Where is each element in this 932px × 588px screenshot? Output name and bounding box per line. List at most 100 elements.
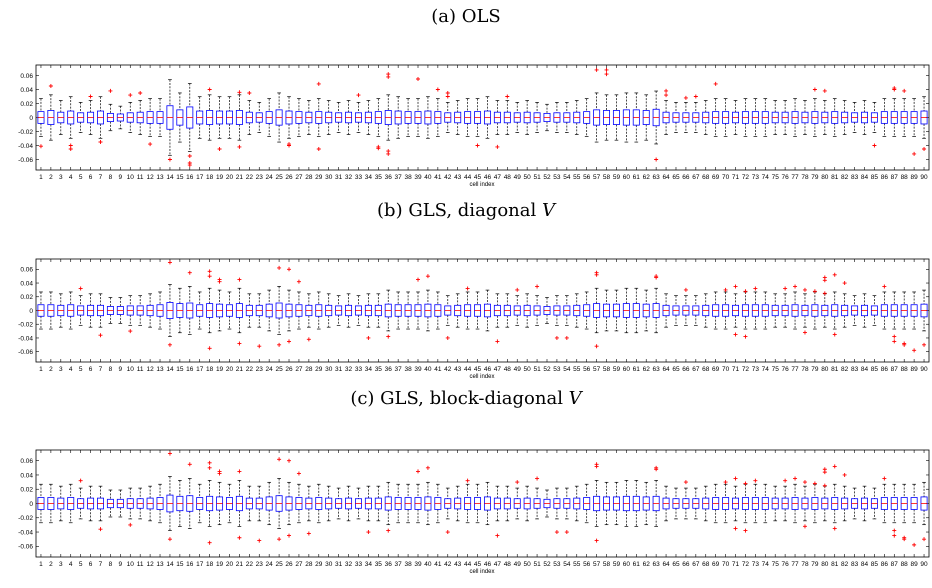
outlier-point [98, 333, 103, 338]
y-tick-label: -0.06 [18, 349, 33, 356]
outlier-point [753, 286, 758, 291]
box-25 [275, 286, 283, 335]
box-84 [861, 293, 868, 328]
y-tick-label: 0.02 [20, 101, 33, 108]
box-23 [255, 485, 263, 522]
box-68 [702, 293, 710, 328]
x-tick-label: 79 [811, 174, 819, 181]
x-tick-label: 43 [454, 366, 462, 373]
box-22 [245, 485, 253, 522]
outlier-point [287, 143, 292, 148]
box-42 [444, 102, 452, 133]
box-32 [345, 100, 353, 135]
outlier-point [594, 344, 599, 349]
x-tick-label: 41 [434, 366, 442, 373]
x-tick-label: 12 [146, 366, 154, 373]
x-tick-label: 41 [434, 561, 442, 568]
box-35 [374, 98, 382, 137]
x-tick-label: 17 [196, 174, 204, 181]
outlier-point [217, 279, 222, 284]
x-tick-label: 7 [99, 366, 103, 373]
outlier-point [594, 538, 599, 543]
outlier-point [207, 540, 212, 545]
box-71 [732, 485, 739, 522]
box-14 [166, 284, 174, 337]
x-tick-label: 46 [484, 174, 492, 181]
outlier-point [535, 476, 540, 481]
x-tick-label: 76 [782, 366, 790, 373]
box-81 [831, 291, 839, 330]
x-tick-label: 60 [623, 561, 631, 568]
box-30 [325, 485, 333, 522]
outlier-point [693, 94, 698, 99]
outlier-point [445, 530, 450, 535]
x-tick-label: 56 [583, 366, 591, 373]
box-86 [880, 98, 888, 137]
x-tick-label: 77 [791, 366, 799, 373]
outlier-point [654, 467, 659, 472]
x-tick-label: 17 [196, 366, 204, 373]
box-58 [603, 481, 611, 526]
box-3 [57, 485, 65, 522]
outlier-point [287, 267, 292, 272]
x-tick-label: 9 [119, 561, 123, 568]
outlier-point [296, 279, 301, 284]
box-82 [841, 293, 849, 328]
x-tick-label: 74 [762, 174, 770, 181]
y-tick-label: 0.06 [20, 73, 33, 80]
box-77 [791, 98, 799, 137]
x-tick-label: 89 [910, 174, 918, 181]
x-tick-label: 29 [315, 174, 323, 181]
outlier-point [237, 341, 242, 346]
outlier-point [902, 88, 907, 93]
outlier-point [802, 287, 807, 292]
box-31 [335, 102, 343, 133]
outlier-point [257, 538, 262, 543]
box-20 [226, 96, 233, 139]
box-65 [672, 295, 680, 326]
outlier-point [783, 478, 788, 483]
x-tick-label: 34 [365, 366, 373, 373]
outlier-point [207, 346, 212, 351]
outlier-point [167, 260, 172, 265]
box-82 [841, 485, 849, 522]
box-27 [295, 483, 303, 524]
x-tick-label: 55 [573, 366, 581, 373]
x-tick-label: 44 [464, 366, 472, 373]
x-tick-label: 77 [791, 561, 799, 568]
outlier-point [822, 291, 827, 296]
x-tick-label: 69 [712, 366, 720, 373]
outlier-point [277, 537, 282, 542]
box-34 [364, 485, 372, 522]
box-15 [176, 480, 184, 527]
x-tick-label: 64 [662, 366, 670, 373]
box-66 [682, 102, 690, 133]
x-tick-label: 12 [146, 174, 154, 181]
x-tick-label: 82 [841, 366, 849, 373]
outlier-point [802, 330, 807, 335]
box-3 [57, 293, 65, 328]
box-7 [97, 96, 104, 139]
outlier-point [812, 289, 817, 294]
outlier-point [822, 88, 827, 93]
x-tick-label: 83 [851, 174, 859, 181]
outlier-point [316, 147, 321, 151]
outlier-point [465, 478, 470, 483]
x-tick-label: 46 [484, 366, 492, 373]
x-tick-label: 8 [109, 174, 113, 181]
outlier-point [207, 465, 212, 470]
outlier-point [604, 72, 609, 77]
outlier-point [187, 163, 192, 168]
box-6 [87, 100, 95, 135]
outlier-point [753, 478, 758, 483]
x-tick-label: 32 [345, 561, 353, 568]
x-tick-label: 26 [285, 174, 293, 181]
x-tick-label: 54 [563, 366, 571, 373]
box-17 [196, 483, 204, 524]
outlier-point [683, 95, 688, 100]
x-tick-label: 73 [752, 174, 760, 181]
box-18 [206, 94, 214, 141]
box-11 [136, 100, 144, 135]
box-5 [77, 295, 85, 326]
outlier-point [416, 277, 421, 282]
